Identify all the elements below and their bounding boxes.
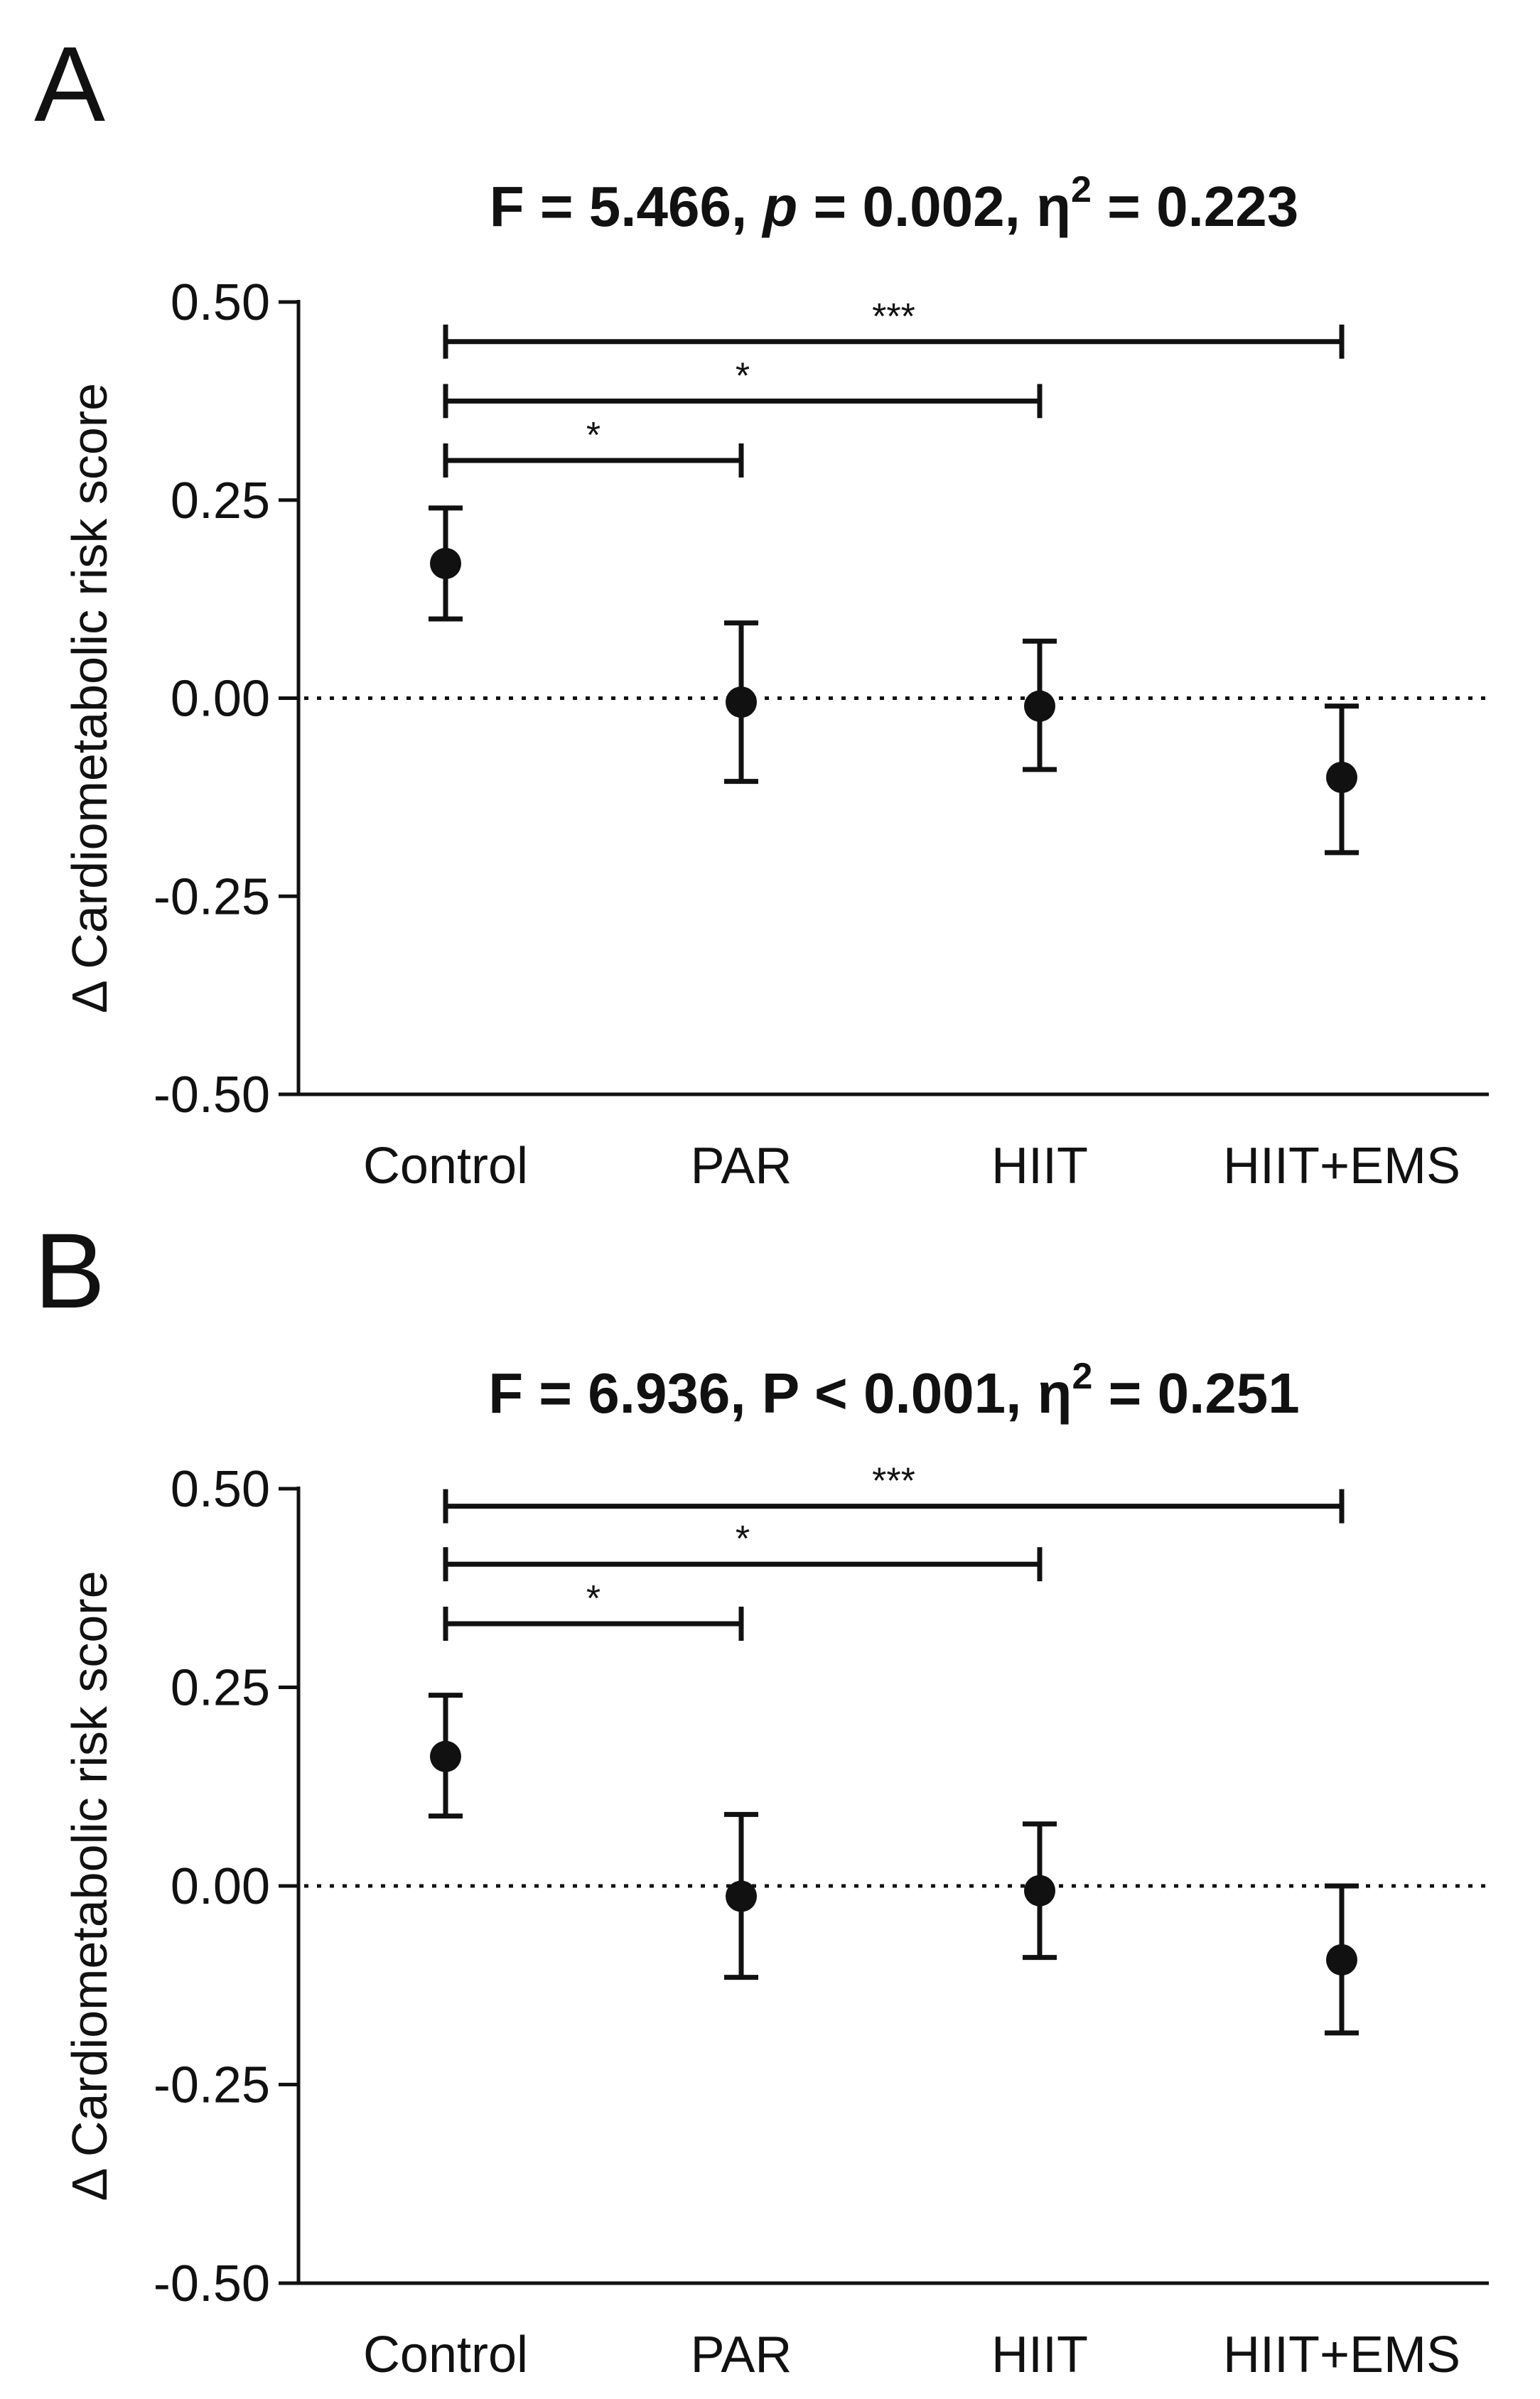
x-category-label: HIIT xyxy=(991,2327,1088,2383)
x-category-label: Control xyxy=(363,1138,528,1195)
significance-label: * xyxy=(586,1578,601,1619)
data-point xyxy=(726,1880,757,1912)
y-tick-label: 0.25 xyxy=(171,1660,270,1717)
panel-a: A F = 5.466, p = 0.002, η2 = 0.223 Δ Cardi… xyxy=(34,24,1489,1195)
y-tick-label: -0.25 xyxy=(154,2057,270,2114)
y-tick-label: 0.00 xyxy=(171,671,270,728)
x-category-label: HIIT+EMS xyxy=(1223,2327,1460,2383)
data-point xyxy=(1326,1944,1357,1975)
title-eta-value: = 0.251 xyxy=(1092,1362,1299,1425)
significance-label: *** xyxy=(872,1461,915,1502)
chart-title: F = 5.466, p = 0.002, η2 = 0.223 xyxy=(490,169,1299,238)
y-tick-label: 0.50 xyxy=(171,274,270,331)
title-eta: η xyxy=(1036,175,1071,238)
y-tick-label: 0.00 xyxy=(171,1858,270,1915)
y-tick-label: 0.25 xyxy=(171,473,270,529)
title-eta-sup: 2 xyxy=(1071,169,1092,210)
y-tick-label: -0.50 xyxy=(154,2255,270,2312)
title-p-symbol: P xyxy=(762,1362,799,1425)
y-tick-label: -0.50 xyxy=(154,1067,270,1123)
significance-label: * xyxy=(736,1519,750,1560)
x-category-label: HIIT xyxy=(991,1138,1088,1195)
data-point xyxy=(1024,690,1055,722)
significance-label: * xyxy=(736,355,750,397)
title-eta: η xyxy=(1038,1362,1072,1425)
significance-bracket: * xyxy=(443,355,1043,419)
data-point xyxy=(1326,762,1357,793)
significance-bracket: *** xyxy=(443,296,1345,359)
significance-label: *** xyxy=(872,296,915,338)
title-p-symbol: p xyxy=(761,175,797,238)
significance-bracket: * xyxy=(443,1578,744,1641)
significance-bracket: * xyxy=(443,1519,1043,1582)
title-prefix: F = 6.936, xyxy=(488,1362,762,1425)
panel-letter: B xyxy=(34,1211,105,1330)
x-category-label: PAR xyxy=(691,1138,792,1195)
title-eta-sup: 2 xyxy=(1072,1356,1093,1397)
title-eta-value: = 0.223 xyxy=(1092,175,1298,238)
data-point xyxy=(1024,1875,1055,1907)
y-tick-label: -0.25 xyxy=(154,868,270,925)
title-prefix: F = 5.466, xyxy=(490,175,763,238)
data-point xyxy=(430,547,461,579)
title-p-text: < 0.001, xyxy=(799,1362,1038,1425)
significance-bracket: * xyxy=(443,415,744,478)
title-p-text: = 0.002, xyxy=(797,175,1036,238)
y-tick-label: 0.50 xyxy=(171,1461,270,1518)
y-axis-label: Δ Cardiometabolic risk score xyxy=(62,383,117,1013)
y-axis-label: Δ Cardiometabolic risk score xyxy=(62,1570,117,2201)
x-category-label: HIIT+EMS xyxy=(1223,1138,1460,1195)
data-point xyxy=(726,686,757,718)
chart-title: F = 6.936, P < 0.001, η2 = 0.251 xyxy=(488,1356,1300,1425)
significance-bracket: *** xyxy=(443,1461,1345,1524)
data-point xyxy=(430,1740,461,1772)
significance-label: * xyxy=(586,415,601,456)
panel-b: B F = 6.936, P < 0.001, η2 = 0.251 Δ Cardi… xyxy=(34,1211,1489,2383)
x-category-label: PAR xyxy=(691,2327,792,2383)
panel-letter: A xyxy=(34,24,105,144)
x-category-label: Control xyxy=(363,2327,528,2383)
